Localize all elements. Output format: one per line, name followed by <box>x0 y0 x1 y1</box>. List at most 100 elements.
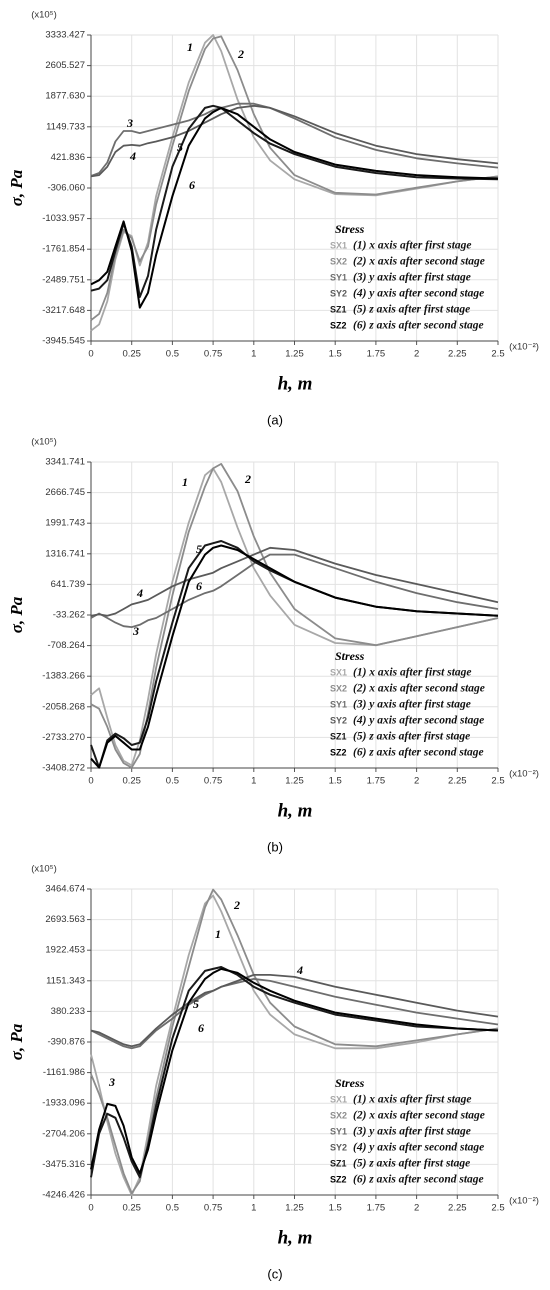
series-label: 6 <box>196 579 202 593</box>
x-tick-label: 0.75 <box>204 1203 223 1214</box>
y-tick-label: 1149.733 <box>46 121 85 132</box>
series-label: 3 <box>108 1075 115 1089</box>
y-tick-label: -3945.545 <box>42 336 85 347</box>
series-label: 2 <box>237 47 244 61</box>
panel-label: (b) <box>267 839 283 854</box>
series-line <box>90 894 499 1196</box>
series-line <box>90 467 499 767</box>
series-label: 3 <box>126 116 133 130</box>
series-line <box>90 978 499 1050</box>
legend-code: SZ2 <box>330 1174 347 1184</box>
series-line <box>90 463 499 769</box>
y-tick-label: 3333.427 <box>45 30 85 41</box>
panel-label: (a) <box>267 412 283 427</box>
series-label: 2 <box>244 472 251 486</box>
x-axis-label: h, m <box>278 373 313 394</box>
legend-code: SZ1 <box>330 304 347 314</box>
legend-code: SZ1 <box>330 1158 347 1168</box>
y-tick-label: -3475.316 <box>42 1159 85 1170</box>
x-tick-label: 0 <box>88 349 93 360</box>
y-tick-label: -2489.751 <box>42 274 85 285</box>
y-multiplier: (x10⁵) <box>31 864 57 875</box>
x-tick-label: 2.25 <box>448 776 467 787</box>
legend-code: SZ1 <box>330 731 347 741</box>
x-tick-label: 0.25 <box>122 1203 141 1214</box>
y-tick-label: 380.233 <box>51 1006 85 1017</box>
y-multiplier: (x10⁵) <box>31 10 57 21</box>
y-tick-label: -3408.272 <box>42 763 85 774</box>
y-tick-label: -2704.206 <box>42 1128 85 1139</box>
series-label: 5 <box>177 140 183 154</box>
legend-entry: (4) y axis after second stage <box>353 715 484 727</box>
y-tick-label: 1316.741 <box>45 548 85 559</box>
x-tick-label: 2.5 <box>491 349 504 360</box>
x-tick-label: 0.75 <box>204 776 223 787</box>
series-label: 4 <box>129 149 136 163</box>
x-tick-label: 0.75 <box>204 349 223 360</box>
legend-code: SX1 <box>330 667 347 677</box>
legend-entry: (3) y axis after first stage <box>353 1126 471 1138</box>
series-label: 1 <box>215 927 221 941</box>
legend-code: SY1 <box>330 1126 347 1136</box>
y-tick-label: -1933.096 <box>42 1098 85 1109</box>
legend-entry: (1) x axis after first stage <box>353 1094 472 1106</box>
x-tick-label: 1 <box>251 349 256 360</box>
series-line <box>90 35 499 321</box>
x-tick-label: 0.25 <box>122 349 141 360</box>
x-tick-label: 1.25 <box>285 1203 304 1214</box>
legend-entry: (4) y axis after second stage <box>353 1142 484 1154</box>
y-tick-label: -2733.270 <box>42 732 85 743</box>
x-tick-label: 2.5 <box>491 1203 504 1214</box>
legend-code: SX2 <box>330 683 347 693</box>
series-line <box>90 106 499 309</box>
x-tick-label: 1.5 <box>329 776 342 787</box>
x-tick-label: 1 <box>251 1203 256 1214</box>
legend-code: SX2 <box>330 256 347 266</box>
x-axis-label: h, m <box>278 800 313 821</box>
legend-title: Stress <box>335 649 365 663</box>
x-tick-label: 1.5 <box>329 349 342 360</box>
x-multiplier: (x10⁻²) <box>509 1196 539 1207</box>
y-tick-label: -1761.854 <box>42 244 85 255</box>
legend-entry: (4) y axis after second stage <box>353 288 484 300</box>
y-tick-label: 3341.741 <box>45 457 85 468</box>
y-tick-label: -2058.268 <box>42 701 85 712</box>
series-line <box>90 546 499 617</box>
x-tick-label: 2 <box>414 349 419 360</box>
legend-entry: (3) y axis after first stage <box>353 699 471 711</box>
legend-code: SX1 <box>330 1094 347 1104</box>
legend-entry: (6) z axis after second stage <box>353 320 484 332</box>
legend-entry: (2) x axis after second stage <box>353 1110 485 1122</box>
x-tick-label: 2 <box>414 776 419 787</box>
legend-code: SZ2 <box>330 320 347 330</box>
y-tick-label: -33.262 <box>53 610 85 621</box>
legend-entry: (5) z axis after first stage <box>353 304 470 316</box>
x-multiplier: (x10⁻²) <box>509 769 539 780</box>
legend-code: SX2 <box>330 1110 347 1120</box>
x-tick-label: 1.25 <box>285 776 304 787</box>
y-tick-label: 2605.527 <box>45 60 85 71</box>
legend-title: Stress <box>335 1076 365 1090</box>
x-tick-label: 1.5 <box>329 1203 342 1214</box>
x-tick-label: 0.5 <box>166 349 179 360</box>
series-line <box>90 104 499 178</box>
y-tick-label: -1383.266 <box>42 671 85 682</box>
x-tick-label: 2.5 <box>491 776 504 787</box>
legend-code: SY1 <box>330 272 347 282</box>
y-tick-label: -390.876 <box>47 1037 85 1048</box>
y-tick-label: 1151.343 <box>46 975 85 986</box>
y-multiplier: (x10⁵) <box>31 437 57 448</box>
series-label: 5 <box>193 997 199 1011</box>
series-label: 1 <box>187 40 193 54</box>
y-tick-label: -3217.648 <box>42 305 85 316</box>
series-line <box>90 966 499 1179</box>
y-tick-label: -306.060 <box>47 183 85 194</box>
series-line <box>90 888 499 1195</box>
legend-code: SY2 <box>330 715 347 725</box>
y-tick-label: 1922.453 <box>45 945 85 956</box>
series-label: 6 <box>198 1021 204 1035</box>
x-axis-label: h, m <box>278 1227 313 1248</box>
panel-label: (c) <box>267 1266 282 1281</box>
y-tick-label: 3464.674 <box>45 884 85 895</box>
series-label: 4 <box>296 963 303 977</box>
